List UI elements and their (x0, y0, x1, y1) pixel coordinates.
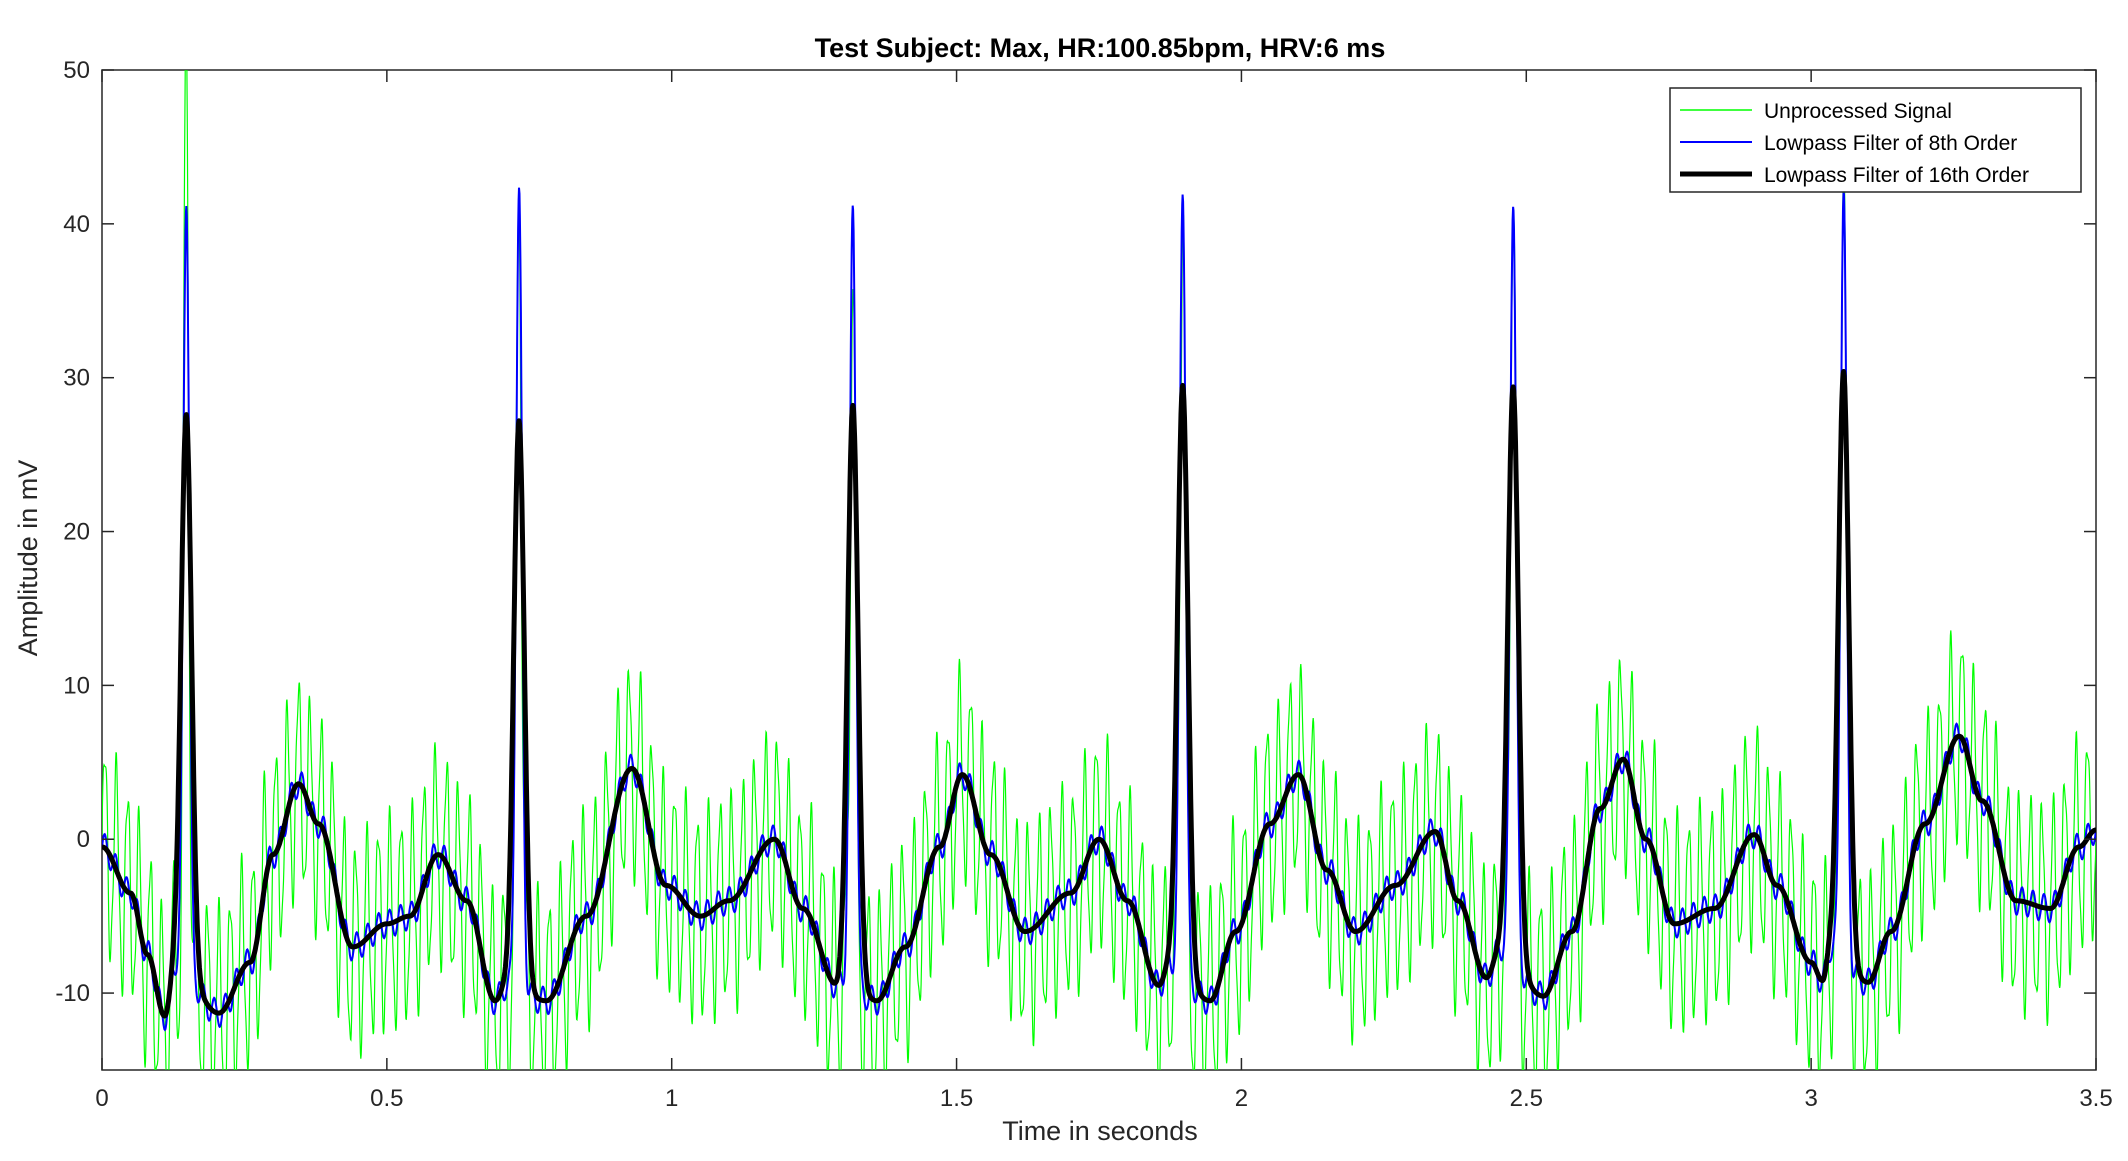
plot-area (101, 69, 2097, 1071)
legend-label-unprocessed: Unprocessed Signal (1764, 100, 1952, 123)
chart-title: Test Subject: Max, HR:100.85bpm, HRV:6 m… (815, 33, 1386, 63)
y-tick-label: 10 (63, 672, 90, 699)
x-tick-label: 0 (95, 1085, 108, 1112)
legend: Unprocessed Signal Lowpass Filter of 8th… (1669, 87, 2082, 193)
legend-label-lowpass-16th: Lowpass Filter of 16th Order (1764, 164, 2029, 187)
x-tick-label: 2 (1235, 1085, 1248, 1112)
x-tick-label: 2.5 (1510, 1085, 1543, 1112)
legend-label-lowpass-8th: Lowpass Filter of 8th Order (1764, 132, 2017, 155)
y-tick-label: 20 (63, 519, 90, 546)
y-tick-label: 30 (63, 365, 90, 392)
x-axis-label: Time in seconds (1002, 1116, 1198, 1146)
y-axis-label: Amplitude in mV (13, 460, 43, 657)
x-tick-label: 1.5 (940, 1085, 973, 1112)
x-tick-label: 3 (1804, 1085, 1817, 1112)
y-tick-label: -10 (55, 980, 90, 1007)
y-tick-label: 0 (77, 826, 90, 853)
x-tick-label: 3.5 (2079, 1085, 2112, 1112)
series-line-unprocessed (102, 70, 2096, 1070)
y-tick-label: 40 (63, 211, 90, 238)
y-tick-label: 50 (63, 57, 90, 84)
x-tick-label: 1 (665, 1085, 678, 1112)
axes: 0 0.5 1 1.5 2 2.5 3 3.5 -10 0 10 20 30 40 50 (55, 57, 2112, 1112)
x-tick-label: 0.5 (370, 1085, 403, 1112)
series-line-lowpass-16th (102, 369, 2096, 1019)
